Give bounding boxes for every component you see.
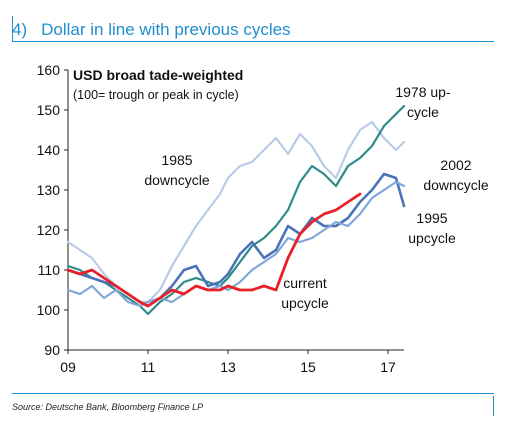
series-label: 2002 — [440, 157, 471, 173]
y-tick-label: 100 — [37, 302, 61, 318]
series-line-1995-upcycle — [66, 180, 406, 308]
series-label: 1995 — [416, 210, 447, 226]
y-tick-label: 140 — [37, 142, 61, 158]
x-tick-label: 15 — [300, 359, 316, 375]
series-label: cycle — [407, 104, 439, 120]
series-label: downcycle — [144, 172, 210, 188]
x-tick-label: 09 — [60, 359, 76, 375]
source-note: Source: Deutsche Bank, Bloomberg Finance… — [12, 402, 204, 412]
figure-title: 4) Dollar in line with previous cycles — [12, 20, 291, 40]
y-tick-label: 120 — [37, 222, 61, 238]
series-label: upcycle — [408, 230, 456, 246]
series-line-current-upcycle — [66, 192, 362, 308]
footer-top-rule — [12, 393, 494, 394]
figure-number: 4) — [12, 20, 28, 39]
x-tick-label: 17 — [380, 359, 396, 375]
y-tick-label: 130 — [37, 182, 61, 198]
series-label: downcycle — [423, 177, 489, 193]
series-line-1978-up-cycle — [66, 104, 406, 316]
figure-title-text: Dollar in line with previous cycles — [41, 20, 291, 39]
y-tick-label: 150 — [37, 102, 61, 118]
series-label: 1985 — [161, 152, 192, 168]
y-tick-label: 110 — [38, 262, 61, 278]
chart-subtitle: (100= trough or peak in cycle) — [73, 88, 239, 102]
series-label: upcycle — [281, 295, 329, 311]
y-tick-label: 160 — [37, 62, 61, 78]
chart-title: USD broad tade-weighted — [73, 67, 243, 83]
series-label: current — [283, 275, 327, 291]
header-left-rule — [12, 16, 13, 42]
series-label: 1978 up- — [395, 84, 451, 100]
x-tick-label: 11 — [141, 359, 156, 375]
footer-right-rule — [493, 396, 494, 416]
x-tick-label: 13 — [220, 359, 236, 375]
header-bottom-rule — [12, 41, 494, 42]
y-tick-label: 90 — [44, 342, 60, 358]
